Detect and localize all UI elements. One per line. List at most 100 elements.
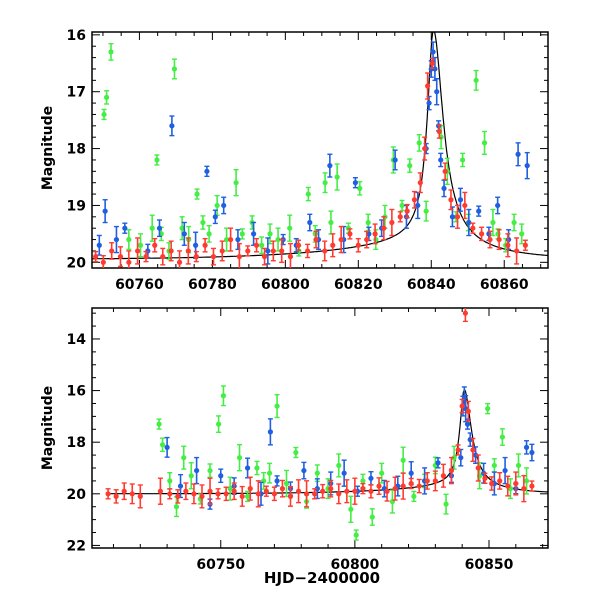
top-data-point — [206, 231, 212, 237]
bottom-series-3 — [105, 308, 535, 509]
top-data-point — [436, 128, 442, 135]
top-data-point — [407, 163, 413, 169]
bottom-series-2 — [164, 386, 535, 510]
top-data-point — [239, 231, 245, 237]
top-data-point — [137, 242, 144, 248]
bottom-data-point — [236, 455, 243, 461]
bottom-data-point — [295, 488, 302, 494]
top-data-point — [422, 145, 428, 152]
bottom-data-point — [328, 486, 334, 492]
top-data-point — [330, 242, 336, 248]
bottom-data-point — [254, 465, 260, 471]
top-data-point — [515, 151, 521, 157]
top-data-point — [364, 236, 370, 243]
top-data-point — [338, 236, 344, 243]
top-data-point — [441, 185, 447, 191]
bottom-data-point — [183, 488, 189, 494]
top-data-point — [193, 242, 199, 248]
top-y-tick-label: 19 — [67, 198, 86, 214]
top-data-point — [143, 254, 149, 260]
top-data-point — [251, 231, 257, 237]
bottom-data-point — [411, 493, 417, 499]
bottom-data-point — [459, 403, 465, 409]
bottom-data-point — [218, 473, 224, 479]
top-data-point — [171, 66, 178, 72]
top-data-point — [426, 100, 432, 106]
top-data-point — [313, 236, 319, 243]
top-data-point — [287, 254, 294, 260]
top-data-point — [214, 202, 220, 209]
bottom-data-point — [505, 483, 511, 489]
top-data-point — [194, 191, 200, 197]
bottom-data-point — [521, 486, 527, 492]
top-data-point — [210, 254, 217, 260]
bottom-data-point — [360, 486, 366, 492]
bottom-data-point — [274, 403, 280, 409]
bottom-y-tick-label: 22 — [67, 538, 86, 554]
top-data-point — [322, 248, 328, 254]
bottom-data-point — [523, 478, 530, 484]
bottom-data-point — [223, 491, 229, 497]
bottom-data-point — [443, 501, 449, 507]
top-x-tick-label: 60780 — [188, 277, 237, 293]
top-data-point — [495, 202, 501, 209]
bottom-data-point — [177, 483, 184, 489]
bottom-plot-frame — [91, 307, 549, 549]
top-data-point — [381, 225, 387, 231]
bottom-model-curve — [108, 387, 548, 495]
bottom-data-point — [408, 480, 414, 487]
top-data-point — [253, 242, 260, 248]
top-data-point — [228, 236, 234, 243]
top-data-point — [270, 248, 276, 254]
bottom-data-point — [458, 455, 464, 461]
bottom-data-point — [400, 457, 406, 463]
top-data-point — [113, 236, 120, 243]
bottom-data-point — [464, 421, 471, 427]
bottom-data-point — [369, 514, 375, 520]
top-data-point — [352, 180, 358, 186]
bottom-data-point — [244, 493, 251, 499]
bottom-data-point — [287, 493, 294, 499]
top-data-point — [438, 157, 444, 163]
bottom-data-point — [448, 467, 455, 474]
top-data-point — [101, 111, 107, 118]
bottom-data-point — [181, 455, 187, 461]
bottom-data-point — [440, 473, 446, 479]
bottom-data-point — [279, 486, 286, 492]
top-plot-area — [92, 32, 548, 268]
bottom-data-point — [263, 488, 269, 494]
top-data-point — [221, 202, 227, 209]
top-data-point — [524, 163, 530, 169]
bottom-data-point — [408, 470, 414, 476]
bottom-data-point — [231, 488, 237, 494]
bottom-data-point — [137, 493, 143, 499]
bottom-data-point — [470, 447, 476, 453]
top-data-point — [200, 219, 206, 226]
bottom-data-point — [462, 310, 468, 316]
top-data-point — [416, 140, 422, 146]
bottom-data-point — [167, 478, 173, 484]
top-data-point — [519, 231, 525, 237]
top-data-point — [154, 157, 160, 163]
top-data-point — [327, 163, 333, 169]
top-data-point — [454, 214, 461, 220]
bottom-data-point — [207, 467, 213, 474]
bottom-data-point — [465, 408, 471, 414]
top-x-tick-label: 60860 — [480, 277, 529, 293]
top-data-point — [181, 231, 187, 237]
bottom-data-point — [368, 475, 374, 481]
top-data-point — [470, 225, 476, 231]
bottom-data-point — [341, 470, 347, 476]
bottom-data-point — [353, 532, 359, 538]
bottom-data-point — [175, 493, 181, 499]
top-data-point — [307, 219, 313, 226]
top-data-point — [245, 248, 251, 254]
bottom-plot-area — [105, 308, 548, 541]
top-data-point — [411, 197, 418, 203]
top-series-3 — [93, 57, 528, 268]
top-data-point — [462, 202, 468, 209]
bottom-data-point — [267, 429, 273, 435]
top-data-point — [496, 236, 502, 243]
top-data-point — [355, 242, 361, 248]
